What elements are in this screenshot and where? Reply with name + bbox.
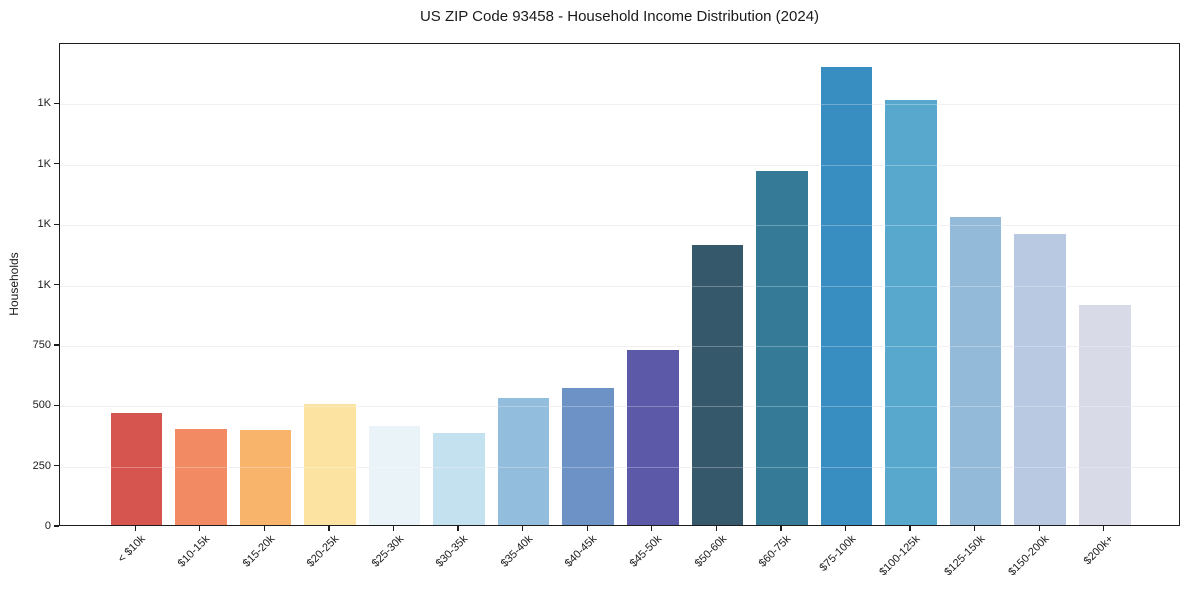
y-tick-label: 0 bbox=[44, 520, 51, 532]
plot-area bbox=[59, 43, 1180, 526]
y-tick-mark bbox=[54, 344, 59, 346]
gridline bbox=[60, 345, 1179, 347]
y-tick-mark bbox=[54, 283, 59, 286]
gridline bbox=[60, 345, 1179, 347]
x-tick-label: $20-25k bbox=[304, 533, 342, 570]
x-tick-label: $200k+ bbox=[1081, 533, 1117, 568]
bar bbox=[562, 387, 615, 525]
bar bbox=[756, 171, 808, 525]
x-tick-label: < $10k bbox=[115, 533, 148, 566]
x-tick-mark bbox=[263, 526, 266, 531]
gridline bbox=[60, 164, 1179, 166]
x-tick-mark bbox=[973, 526, 976, 531]
y-tick-label: 500 bbox=[32, 399, 51, 412]
bar bbox=[239, 430, 292, 525]
gridline bbox=[60, 466, 1179, 468]
y-tick-mark bbox=[54, 223, 59, 225]
y-tick-mark bbox=[54, 404, 59, 406]
x-tick-label: $150-200k bbox=[1006, 533, 1052, 579]
y-tick-mark bbox=[54, 163, 59, 165]
x-tick-label: $30-35k bbox=[433, 533, 471, 570]
bar bbox=[691, 244, 744, 525]
x-tick-mark bbox=[1038, 526, 1040, 531]
x-tick-label: $75-100k bbox=[817, 533, 858, 574]
bar bbox=[433, 433, 485, 525]
gridline bbox=[60, 225, 1179, 227]
x-tick-label: $10-15k bbox=[175, 533, 213, 570]
x-tick-mark bbox=[457, 526, 459, 531]
x-tick-mark bbox=[328, 526, 330, 531]
x-tick-mark bbox=[522, 526, 524, 531]
bar bbox=[820, 66, 873, 525]
y-tick-label: 1K bbox=[37, 97, 51, 110]
x-tick-mark bbox=[199, 526, 201, 531]
gridline bbox=[60, 406, 1179, 408]
x-tick-label: $25-30k bbox=[369, 533, 406, 570]
gridline bbox=[60, 164, 1179, 166]
y-tick-label: 250 bbox=[32, 459, 51, 472]
bar bbox=[1014, 233, 1066, 525]
x-tick-mark bbox=[844, 526, 847, 531]
y-tick-label: 1K bbox=[37, 157, 51, 170]
bar bbox=[497, 397, 550, 525]
gridline bbox=[60, 466, 1179, 468]
x-tick-label: $125-150k bbox=[941, 533, 988, 579]
x-tick-mark bbox=[651, 526, 653, 531]
x-tick-mark bbox=[586, 526, 588, 531]
bar bbox=[175, 428, 227, 525]
x-tick-label: $35-40k bbox=[498, 533, 536, 570]
x-tick-label: $40-45k bbox=[563, 533, 600, 570]
gridline bbox=[60, 104, 1179, 106]
x-tick-label: $45-50k bbox=[627, 533, 665, 570]
gridline bbox=[60, 285, 1179, 287]
bar bbox=[627, 350, 679, 525]
x-tick-label: $50-60k bbox=[692, 533, 729, 570]
x-tick-mark bbox=[715, 526, 717, 531]
chart-title: US ZIP Code 93458 - Household Income Dis… bbox=[419, 8, 820, 25]
gridline bbox=[60, 285, 1179, 287]
y-tick-mark bbox=[54, 102, 59, 105]
gridline bbox=[60, 225, 1179, 227]
y-tick-label: 750 bbox=[32, 338, 51, 351]
bar bbox=[1078, 304, 1131, 525]
y-tick-mark bbox=[54, 525, 59, 527]
bar bbox=[885, 100, 937, 525]
y-tick-label: 1K bbox=[37, 278, 51, 291]
y-tick-mark bbox=[54, 465, 59, 467]
x-tick-label: $15-20k bbox=[240, 533, 277, 570]
x-tick-label: $60-75k bbox=[756, 533, 794, 570]
bar bbox=[368, 425, 421, 525]
x-tick-label: $100-125k bbox=[877, 533, 923, 579]
x-tick-mark bbox=[134, 526, 136, 531]
x-tick-mark bbox=[780, 526, 782, 531]
bar bbox=[949, 216, 1002, 525]
bar bbox=[304, 403, 356, 525]
x-tick-mark bbox=[392, 526, 395, 531]
x-tick-mark bbox=[1103, 526, 1105, 531]
gridline bbox=[60, 104, 1179, 106]
y-tick-label: 1K bbox=[37, 218, 51, 231]
x-tick-mark bbox=[909, 526, 911, 531]
bar bbox=[110, 412, 163, 525]
gridline bbox=[60, 406, 1179, 408]
